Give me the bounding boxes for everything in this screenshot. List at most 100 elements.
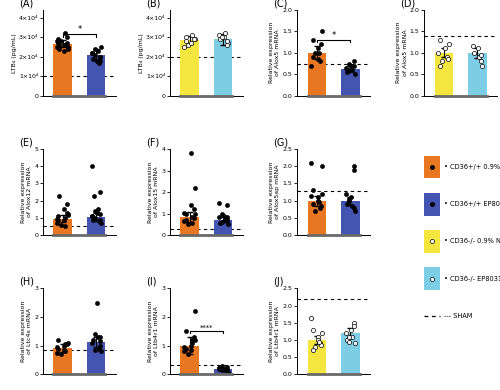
Point — [444, 56, 452, 62]
Point — [96, 338, 104, 344]
Point — [347, 194, 355, 200]
Y-axis label: Relative expression
of Alox5 mRNA: Relative expression of Alox5 mRNA — [396, 22, 407, 83]
Point — [350, 58, 358, 64]
Point — [307, 192, 315, 199]
Point — [93, 57, 101, 64]
Point — [346, 67, 354, 73]
Y-axis label: Relative expression
of Alox5ap mRNA: Relative expression of Alox5ap mRNA — [270, 161, 280, 223]
Point — [318, 28, 326, 34]
Text: • CD36+/+ 0.9% NaCl: • CD36+/+ 0.9% NaCl — [444, 164, 500, 170]
Point — [317, 342, 325, 348]
Point — [311, 344, 319, 350]
Text: (H): (H) — [19, 277, 34, 287]
Point — [445, 41, 453, 47]
Point — [317, 41, 325, 47]
Point — [215, 365, 223, 371]
Point — [222, 216, 230, 222]
Point — [187, 150, 195, 156]
Point — [57, 351, 65, 358]
Point — [347, 62, 355, 69]
Point — [436, 62, 444, 69]
Point — [218, 211, 226, 217]
Point — [92, 51, 100, 58]
Point — [314, 337, 322, 343]
Point — [350, 62, 358, 69]
Text: • CD36+/+ EP80317: • CD36+/+ EP80317 — [444, 201, 500, 207]
Point — [57, 222, 65, 228]
Text: (A): (A) — [19, 0, 33, 8]
Bar — [87, 55, 106, 96]
Point — [348, 333, 356, 340]
Point — [54, 220, 62, 226]
Point — [308, 201, 316, 207]
Point — [351, 71, 359, 77]
Point — [96, 346, 104, 352]
Point — [61, 215, 69, 221]
Point — [351, 340, 359, 347]
Text: (G): (G) — [273, 137, 288, 147]
Point — [316, 204, 324, 211]
Point — [220, 34, 228, 40]
Point — [308, 62, 316, 69]
Point — [184, 351, 192, 358]
Point — [63, 34, 71, 40]
Point — [63, 209, 71, 216]
Point — [54, 40, 62, 46]
Point — [96, 59, 104, 66]
Point — [191, 36, 199, 42]
Point — [215, 214, 223, 220]
Point — [478, 62, 486, 69]
Point — [97, 44, 105, 50]
Text: *: * — [78, 25, 82, 34]
Point — [96, 57, 104, 64]
Point — [54, 213, 62, 219]
Point — [182, 328, 190, 335]
Point — [442, 54, 450, 60]
Point — [216, 366, 224, 372]
Point — [61, 341, 69, 347]
Point — [180, 348, 188, 355]
Point — [55, 46, 63, 52]
Point — [220, 213, 228, 219]
Point — [88, 163, 96, 169]
Point — [191, 308, 199, 314]
Point — [220, 365, 228, 372]
Text: (E): (E) — [19, 137, 32, 147]
Point — [221, 367, 229, 373]
Point — [218, 367, 226, 373]
Point — [308, 37, 316, 43]
Point — [96, 217, 104, 223]
Point — [436, 37, 444, 43]
Point — [91, 46, 99, 52]
Text: (D): (D) — [400, 0, 415, 8]
Y-axis label: Relative expression
of Ltb4r1 mRNA: Relative expression of Ltb4r1 mRNA — [270, 301, 280, 362]
Point — [188, 340, 196, 346]
Point — [96, 211, 104, 218]
Point — [61, 42, 69, 48]
Bar — [308, 340, 326, 374]
Point — [91, 347, 99, 353]
Point — [190, 36, 198, 42]
Point — [222, 365, 230, 372]
Bar — [341, 333, 359, 374]
Point — [314, 333, 322, 340]
Text: (F): (F) — [146, 137, 159, 147]
Point — [94, 48, 102, 54]
Point — [96, 218, 104, 224]
Point — [64, 44, 72, 50]
Point — [348, 67, 356, 73]
Bar — [87, 217, 106, 235]
Point — [64, 46, 72, 52]
Point — [470, 50, 478, 56]
Point — [53, 38, 61, 44]
Point — [318, 330, 326, 336]
Point — [184, 42, 192, 48]
Point — [351, 208, 359, 214]
Point — [60, 42, 68, 48]
Bar — [214, 39, 233, 96]
Y-axis label: LTB₄ (pg/mL): LTB₄ (pg/mL) — [139, 33, 144, 73]
Bar — [87, 342, 106, 374]
Point — [314, 56, 322, 62]
Point — [475, 54, 483, 60]
Point — [316, 339, 324, 345]
